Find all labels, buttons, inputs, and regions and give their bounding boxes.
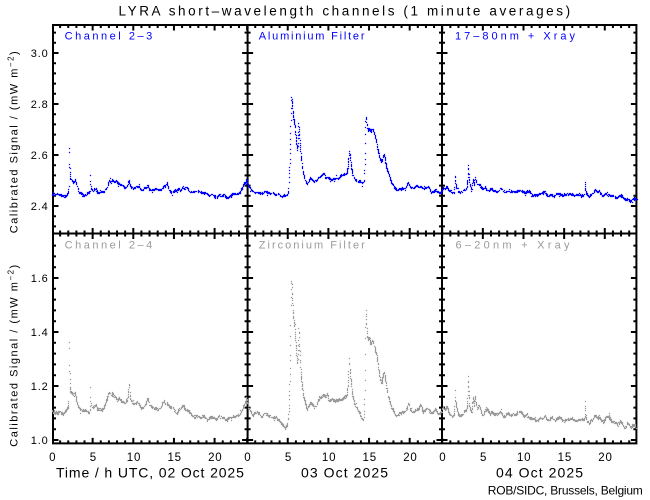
svg-text:17–80nm + Xray: 17–80nm + Xray	[455, 30, 578, 42]
svg-text:15: 15	[363, 452, 377, 464]
svg-text:3.0: 3.0	[31, 48, 49, 60]
svg-text:5: 5	[285, 452, 292, 464]
svg-text:10: 10	[517, 452, 531, 464]
svg-text:1.4: 1.4	[31, 327, 49, 339]
svg-text:5: 5	[480, 452, 487, 464]
svg-text:1.2: 1.2	[31, 381, 49, 393]
svg-text:2.4: 2.4	[31, 201, 49, 213]
svg-text:Channel 2–3: Channel 2–3	[65, 30, 155, 42]
svg-text:20: 20	[403, 452, 417, 464]
svg-text:15: 15	[558, 452, 572, 464]
svg-text:Calibrated Signal / (mW m−2): Calibrated Signal / (mW m−2)	[7, 50, 21, 233]
svg-text:20: 20	[598, 452, 612, 464]
svg-text:0: 0	[244, 452, 251, 464]
svg-text:15: 15	[167, 452, 181, 464]
svg-text:Aluminium Filter: Aluminium Filter	[259, 30, 367, 42]
svg-text:2.6: 2.6	[31, 150, 49, 162]
svg-text:2.8: 2.8	[31, 99, 49, 111]
svg-text:LYRA short–wavelength channels: LYRA short–wavelength channels (1 minute…	[119, 3, 573, 18]
svg-text:10: 10	[322, 452, 336, 464]
svg-text:1.0: 1.0	[31, 435, 49, 447]
svg-text:Time / h UTC, 02 Oct 2025: Time / h UTC, 02 Oct 2025	[56, 464, 245, 480]
svg-text:ROB/SIDC, Brussels, Belgium: ROB/SIDC, Brussels, Belgium	[488, 483, 643, 497]
svg-text:0: 0	[49, 452, 56, 464]
svg-text:Channel 2–4: Channel 2–4	[65, 239, 155, 251]
svg-text:10: 10	[127, 452, 141, 464]
svg-text:Calibrated Signal / (mW m−2): Calibrated Signal / (mW m−2)	[7, 263, 21, 446]
svg-text:04 Oct 2025: 04 Oct 2025	[496, 464, 584, 480]
svg-text:6–20nm + Xray: 6–20nm + Xray	[456, 239, 573, 251]
svg-text:Zirconium Filter: Zirconium Filter	[259, 239, 367, 251]
svg-text:1.6: 1.6	[31, 273, 49, 285]
svg-text:0: 0	[439, 452, 446, 464]
svg-text:20: 20	[208, 452, 222, 464]
svg-text:03 Oct 2025: 03 Oct 2025	[301, 464, 389, 480]
svg-text:5: 5	[90, 452, 97, 464]
